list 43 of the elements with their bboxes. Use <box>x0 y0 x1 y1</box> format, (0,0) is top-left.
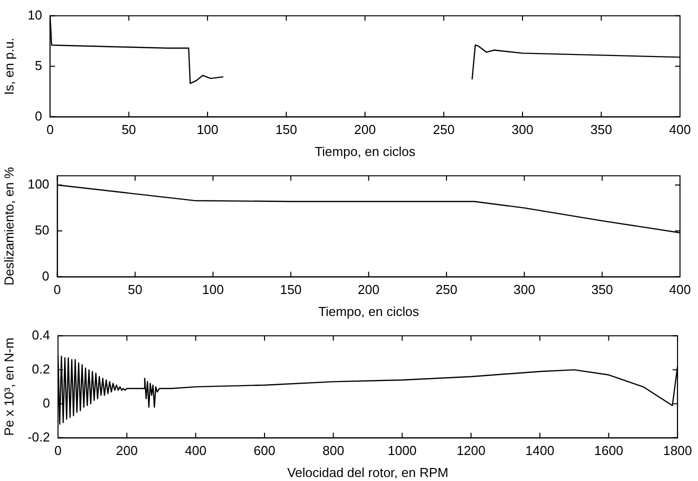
x-axis-title: Tiempo, en ciclos <box>318 304 420 319</box>
x-tick-label: 1200 <box>456 443 486 458</box>
x-tick-label: 200 <box>116 443 138 458</box>
y-tick-label: 0 <box>42 268 50 284</box>
x-tick-label: 100 <box>202 282 224 298</box>
x-tick-label: 250 <box>432 122 455 138</box>
y-tick-label: 0.4 <box>32 327 50 342</box>
x-tick-label: 50 <box>128 282 142 298</box>
x-tick-label: 1800 <box>663 443 692 458</box>
y-tick-label: 10 <box>28 7 42 22</box>
x-tick-label: 150 <box>275 122 298 138</box>
y-tick-label: 100 <box>28 176 50 192</box>
x-tick-label: 200 <box>354 122 376 138</box>
x-tick-label: 300 <box>513 282 536 298</box>
x-tick-label: 600 <box>254 443 276 458</box>
y-axis-title: Deslizamiento, en % <box>1 166 16 286</box>
x-tick-label: 1400 <box>525 443 554 458</box>
y-tick-label: 0.2 <box>32 361 50 376</box>
x-tick-label: 0 <box>54 282 61 298</box>
x-tick-label: 400 <box>669 282 691 298</box>
x-tick-label: 350 <box>590 122 612 138</box>
x-tick-label: 100 <box>196 122 218 138</box>
x-axis-title: Velocidad del rotor, en RPM <box>287 464 448 480</box>
x-tick-label: 150 <box>280 282 302 298</box>
y-axis-title: Pe x 10³, en N-m <box>1 338 16 436</box>
y-tick-label: 5 <box>34 58 42 73</box>
y-tick-label: 50 <box>34 222 50 238</box>
x-tick-label: 800 <box>322 443 344 458</box>
x-tick-label: 350 <box>591 282 614 298</box>
x-tick-label: 400 <box>669 122 691 138</box>
x-tick-label: 200 <box>358 282 380 298</box>
y-tick-label: 0 <box>42 395 50 410</box>
x-axis-title: Tiempo, en ciclos <box>314 144 416 159</box>
x-tick-label: 1000 <box>388 443 417 458</box>
x-tick-label: 50 <box>122 122 136 138</box>
x-tick-label: 400 <box>184 443 207 458</box>
y-axis-title: Is, en p.u. <box>1 38 16 95</box>
x-tick-label: 0 <box>54 443 62 458</box>
x-tick-label: 1600 <box>594 443 624 458</box>
x-tick-label: 250 <box>436 282 458 298</box>
y-tick-label: -0.2 <box>28 429 50 444</box>
x-tick-label: 300 <box>512 122 534 138</box>
y-tick-label: 0 <box>34 108 42 124</box>
